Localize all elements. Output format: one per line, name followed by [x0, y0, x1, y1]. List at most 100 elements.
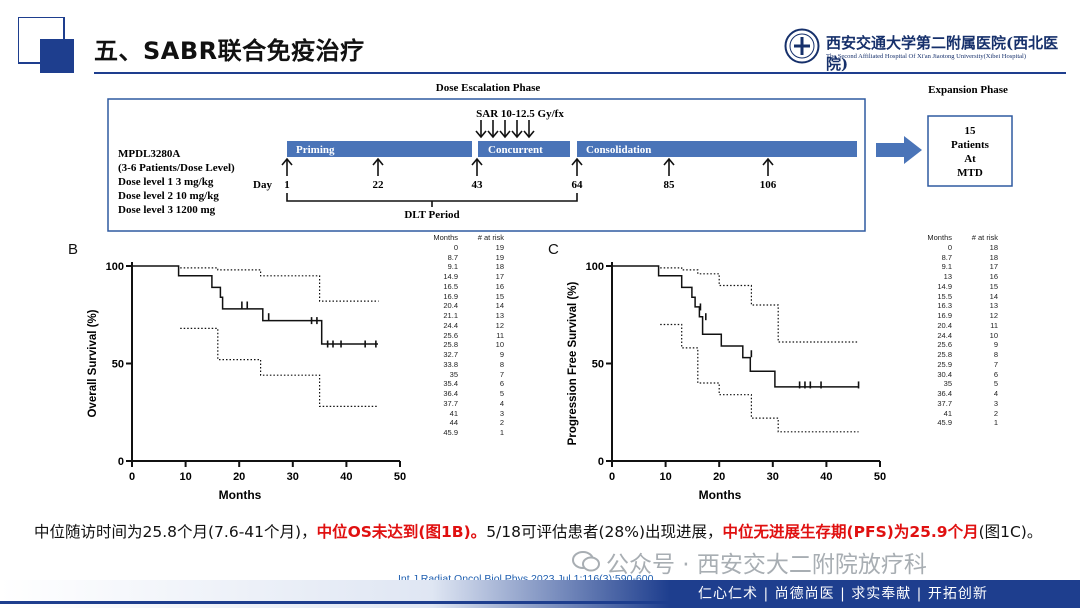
risk-row: 15.5 14	[918, 292, 1028, 302]
risk-row: 13 16	[918, 272, 1028, 282]
risk-count: 1	[499, 428, 504, 437]
risk-row: 25.6 9	[918, 340, 1028, 350]
risk-months: 25.9	[937, 359, 952, 369]
risk-row: 37.7 3	[918, 399, 1028, 409]
y-tick-label: 50	[112, 359, 124, 371]
risk-months: 35	[943, 379, 952, 389]
os-risk-table: Months # at risk 0 19 8.7 19 9.1 18 14.9 17 16.5 16…	[424, 233, 534, 438]
risk-months: 24.4	[443, 320, 458, 330]
x-tick-label: 30	[287, 471, 299, 483]
dose-level-2: Dose level 2 10 mg/kg	[118, 190, 219, 202]
risk-months: 24.4	[937, 330, 952, 340]
risk-months: 25.8	[937, 350, 952, 359]
summary-followup: 中位随访时间为25.8个月(7.6-41个月)，	[34, 523, 317, 541]
pfs-km-chart: C 0 50 100 0 10 20 30 40 50 Months Progression Free…	[548, 241, 886, 502]
risk-months: 37.7	[443, 398, 458, 408]
pfs-risk-table: Months # at risk 0 18 8.7 18 9.1 17 13 16 14.9 15 15…	[918, 233, 1028, 428]
risk-row: 8.7 18	[918, 253, 1028, 263]
x-tick-label: 0	[129, 471, 135, 483]
hospital-emblem-icon	[784, 28, 820, 64]
risk-months: 25.8	[443, 340, 458, 350]
risk-months: 20.4	[937, 320, 952, 330]
risk-row: 25.8 10	[424, 340, 534, 350]
risk-months: 45.9	[937, 418, 952, 428]
expansion-box	[927, 115, 1013, 187]
risk-count: 5	[499, 389, 504, 398]
risk-header: Months # at risk	[424, 233, 534, 243]
x-tick-label: 0	[609, 471, 615, 483]
km-curve	[612, 265, 858, 388]
risk-count: 12	[989, 311, 998, 320]
risk-count: 19	[495, 242, 504, 252]
x-axis-label: Months	[699, 488, 742, 502]
sar-arrows	[475, 120, 535, 139]
risk-row: 36.4 5	[424, 389, 534, 399]
risk-count: 14	[495, 301, 504, 311]
risk-row: 45.9 1	[918, 418, 1028, 428]
risk-months: 16.5	[443, 281, 458, 291]
risk-row: 44 2	[424, 418, 534, 428]
wechat-watermark: 公众号 · 西安交大二附院放疗科	[572, 545, 927, 579]
risk-row: 25.6 11	[424, 331, 534, 341]
risk-count: 4	[993, 389, 998, 398]
risk-months: 21.1	[443, 311, 458, 320]
summary-os-highlight: 中位OS未达到(图1B)。	[316, 523, 487, 541]
risk-row: 35 5	[918, 379, 1028, 389]
risk-count: 16	[989, 272, 998, 281]
y-tick-label: 100	[586, 261, 604, 273]
summary-figure-ref: (图1C)。	[978, 523, 1043, 541]
risk-count: 15	[989, 281, 998, 291]
watermark-text: 公众号 · 西安交大二附院放疗科	[606, 552, 927, 578]
risk-months: 15.5	[937, 291, 952, 301]
risk-row: 16.9 12	[918, 311, 1028, 321]
risk-months: 25.6	[443, 330, 458, 340]
risk-row: 32.7 9	[424, 350, 534, 360]
ci-line	[660, 267, 859, 343]
risk-row: 21.1 13	[424, 311, 534, 321]
expansion-at: At	[964, 153, 976, 165]
risk-count: 2	[499, 418, 504, 428]
risk-months: 16.9	[443, 291, 458, 301]
day-label: Day	[253, 179, 272, 191]
panel-label: B	[68, 241, 78, 258]
risk-months: Months	[927, 233, 952, 242]
risk-row: 33.8 8	[424, 360, 534, 370]
risk-months: 35	[449, 369, 458, 379]
summary-progression: 5/18可评估患者(28%)出现进展，	[486, 523, 723, 541]
risk-row: 9.1 17	[918, 262, 1028, 272]
risk-row: 8.7 19	[424, 253, 534, 263]
risk-count: 18	[989, 252, 998, 262]
risk-row: 37.7 4	[424, 399, 534, 409]
header-divider	[94, 72, 1066, 74]
risk-count: 6	[993, 369, 998, 379]
risk-months: 9.1	[447, 262, 458, 272]
dlt-label: DLT Period	[404, 209, 459, 221]
footer-motto: 仁心仁术 | 尚德尚医 | 求实奉献 | 开拓创新	[698, 586, 988, 602]
x-tick-label: 40	[340, 471, 352, 483]
consolidation-label: Consolidation	[586, 144, 651, 156]
risk-row: 25.8 8	[918, 350, 1028, 360]
concurrent-label: Concurrent	[488, 144, 543, 156]
footer-line	[0, 601, 1080, 604]
risk-count: 11	[496, 330, 504, 340]
risk-months: 35.4	[443, 379, 458, 389]
risk-count: 1	[993, 418, 998, 428]
risk-count: 13	[495, 311, 504, 320]
patients-per-level: (3-6 Patients/Dose Level)	[118, 162, 235, 174]
expansion-patients: Patients	[951, 139, 990, 151]
risk-months: 16.3	[937, 301, 952, 311]
day-22: 22	[373, 179, 385, 191]
concurrent-bar	[478, 141, 570, 157]
x-tick-label: 10	[659, 471, 671, 483]
risk-months: 8.7	[941, 252, 952, 262]
risk-row: 41 2	[918, 409, 1028, 419]
risk-row: 24.4 12	[424, 321, 534, 331]
day-1: 1	[284, 179, 290, 191]
expansion-mtd: MTD	[957, 167, 983, 179]
risk-count: 12	[495, 320, 504, 330]
risk-count: # at risk	[971, 233, 998, 242]
x-tick-label: 20	[233, 471, 245, 483]
hospital-name: 西安交通大学第二附属医院(西北医院)	[826, 34, 1059, 73]
dose-level-3: Dose level 3 1200 mg	[118, 204, 216, 216]
dose-level-1: Dose level 1 3 mg/kg	[118, 176, 214, 188]
